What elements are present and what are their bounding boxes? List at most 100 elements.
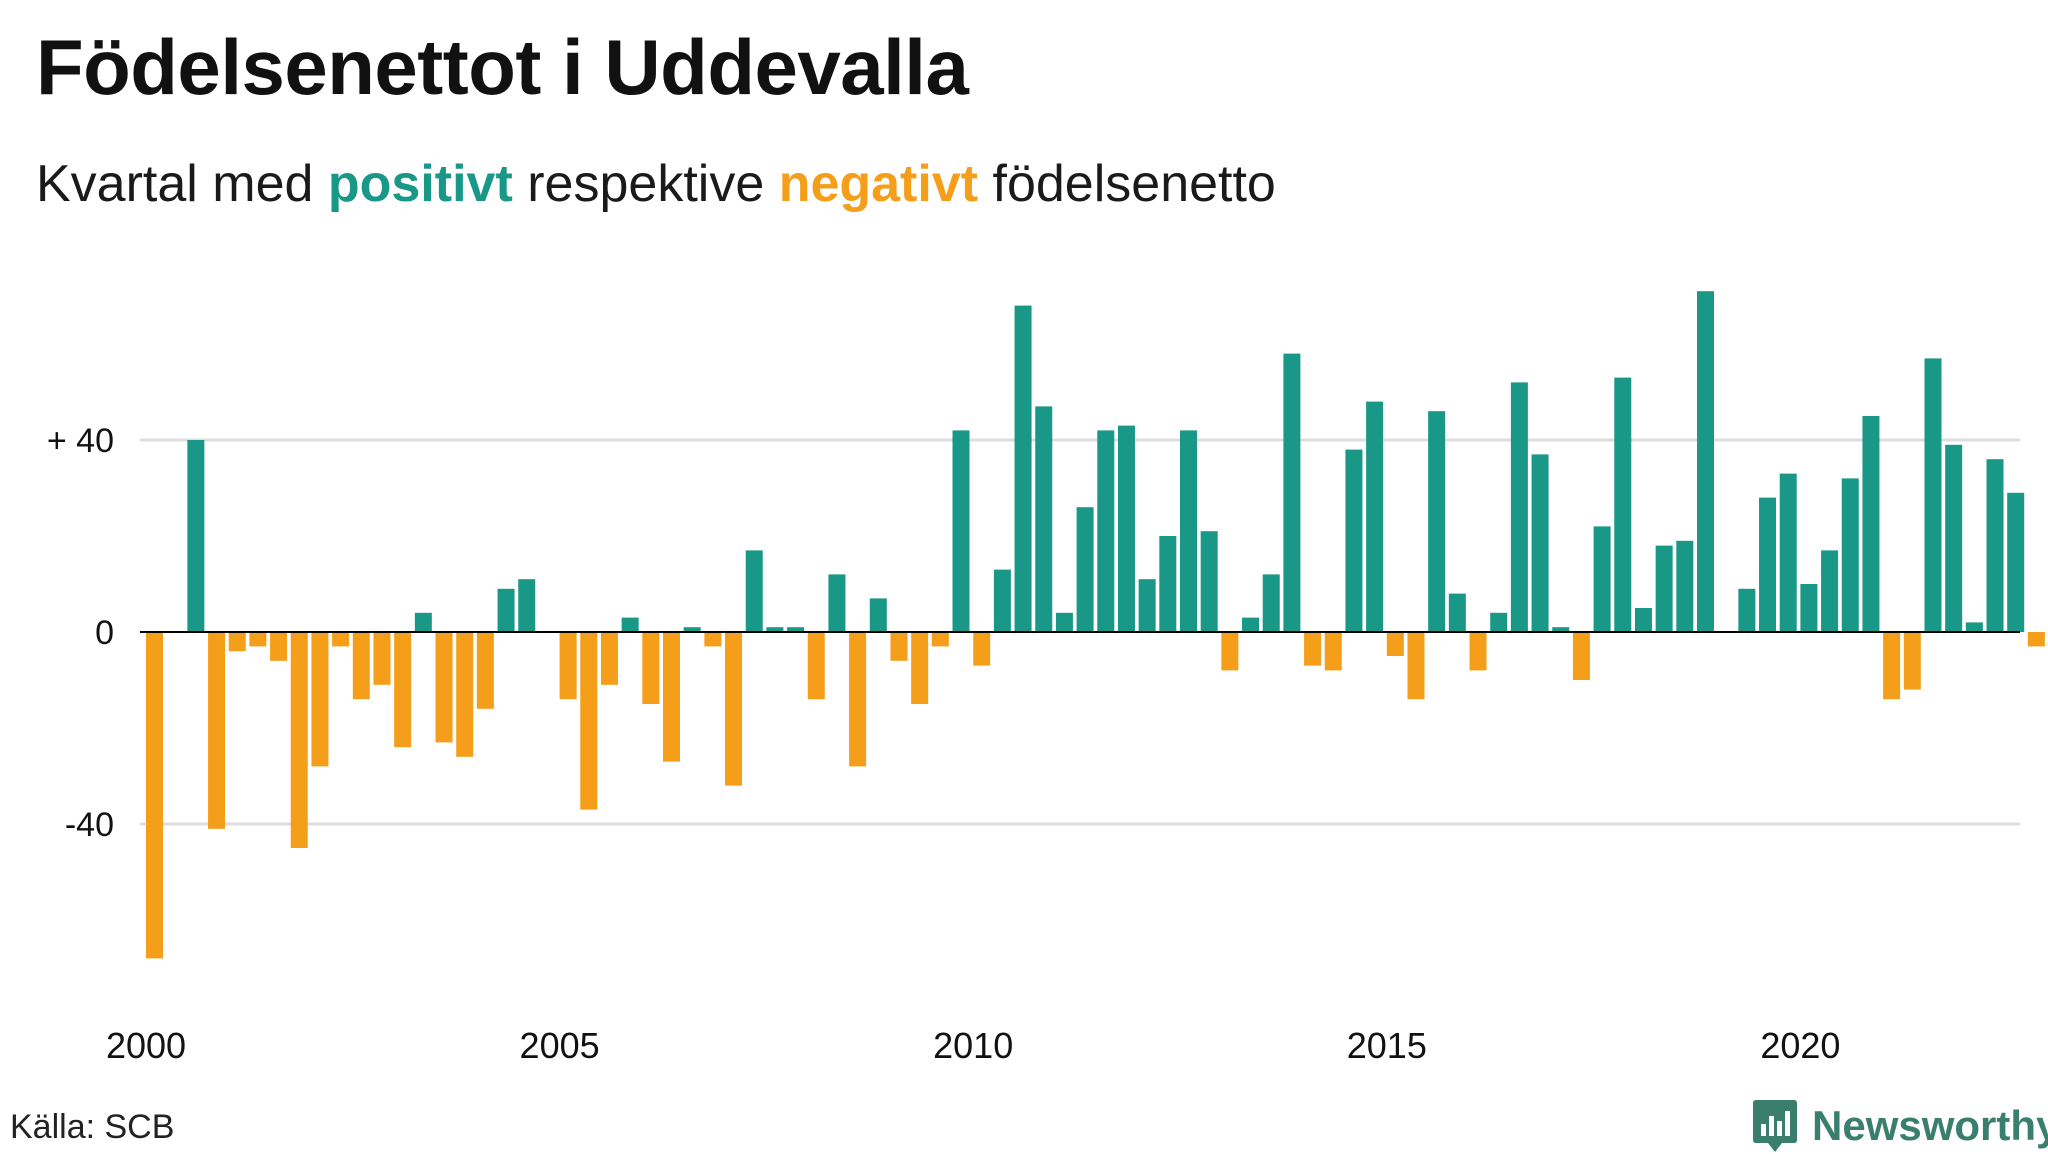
bar <box>787 627 805 632</box>
bar <box>373 632 391 685</box>
y-tick-labels: + 40 0 -40 <box>47 422 114 844</box>
bar <box>1304 632 1322 666</box>
bar <box>1076 507 1094 632</box>
source-label: Källa: SCB <box>10 1108 175 1146</box>
bar <box>1738 588 1756 632</box>
bar <box>1800 584 1818 632</box>
bar <box>704 632 722 647</box>
bar <box>1283 353 1301 632</box>
bar <box>1407 632 1425 700</box>
bar <box>642 632 660 704</box>
bar <box>414 612 432 632</box>
bar-chart-speech-bubble-icon <box>1753 1100 1797 1152</box>
bar <box>559 632 577 700</box>
bar <box>1986 459 2004 632</box>
bar <box>1510 382 1528 632</box>
bar <box>394 632 412 748</box>
bar <box>993 569 1011 632</box>
bar <box>228 632 246 652</box>
bar <box>1924 358 1942 632</box>
x-tick-label: 2010 <box>933 1025 1013 1066</box>
bar <box>621 617 639 632</box>
bar <box>725 632 743 786</box>
bar <box>663 632 680 762</box>
bar <box>973 632 991 666</box>
bar <box>1055 612 1073 632</box>
chart-title: Födelsenettot i Uddevalla <box>36 23 969 111</box>
bar <box>1200 531 1218 632</box>
bar <box>1345 449 1363 632</box>
bar <box>1242 617 1260 632</box>
bar <box>435 632 453 743</box>
bar <box>270 632 288 661</box>
bar <box>1490 612 1508 632</box>
brand-name: Newsworthy <box>1812 1102 2048 1149</box>
bar <box>952 430 970 632</box>
y-tick-label: + 40 <box>47 422 114 460</box>
bar <box>1221 632 1239 671</box>
bar <box>1138 579 1156 632</box>
bar <box>911 632 929 704</box>
bar <box>187 440 205 632</box>
bar <box>1883 632 1901 700</box>
bar <box>1945 444 1963 632</box>
bar <box>828 574 846 632</box>
bar <box>1862 416 1880 632</box>
bar <box>1634 608 1652 632</box>
subtitle-text-end: födelsenetto <box>978 155 1276 213</box>
x-tick-label: 2000 <box>106 1025 186 1066</box>
brand-logo: Newsworthy <box>1752 1098 2048 1154</box>
bar <box>683 627 701 632</box>
bar <box>1572 632 1590 680</box>
subtitle-negative-word: negativt <box>778 155 979 213</box>
x-tick-label: 2020 <box>1760 1025 1840 1066</box>
bar <box>290 632 308 848</box>
bar <box>600 632 618 685</box>
bar <box>146 632 163 959</box>
bar <box>1903 632 1921 690</box>
bar <box>580 632 598 810</box>
subtitle-text-start: Kvartal med <box>36 155 328 213</box>
bar <box>745 550 763 632</box>
bar <box>1366 401 1384 632</box>
bar <box>332 632 350 647</box>
bar <box>931 632 949 647</box>
bar <box>890 632 908 661</box>
bar <box>1262 574 1280 632</box>
bar <box>497 588 515 632</box>
bar <box>352 632 370 700</box>
bar <box>1676 540 1694 632</box>
bar <box>456 632 474 757</box>
bar <box>1821 550 1839 632</box>
bar <box>1779 473 1797 632</box>
y-tick-label: -40 <box>65 806 114 844</box>
bars <box>146 291 2045 959</box>
bar <box>476 632 494 709</box>
bar <box>311 632 329 767</box>
bar <box>1593 526 1611 632</box>
y-tick-label: 0 <box>95 614 114 652</box>
bar <box>1614 377 1632 632</box>
bar <box>1428 411 1446 632</box>
bar <box>1469 632 1487 671</box>
subtitle-positive-word: positivt <box>327 155 513 213</box>
bar <box>249 632 267 647</box>
bar <box>766 627 784 632</box>
bar <box>1448 593 1466 632</box>
bar <box>1655 545 1673 632</box>
bar <box>1014 305 1032 632</box>
bar <box>518 579 536 632</box>
bar <box>1386 632 1404 656</box>
bar <box>1552 627 1570 632</box>
bar <box>2027 632 2045 647</box>
x-tick-label: 2015 <box>1347 1025 1427 1066</box>
bar <box>1531 454 1549 632</box>
bar <box>1035 406 1053 632</box>
bar <box>1159 536 1177 632</box>
bar <box>1117 425 1135 632</box>
chart-subtitle: Kvartal med positivt respektive negativt… <box>36 154 1276 214</box>
bar <box>1965 622 1983 632</box>
bar <box>1841 478 1859 632</box>
x-tick-labels: 2000 2005 2010 2015 2020 <box>106 1025 1840 1066</box>
